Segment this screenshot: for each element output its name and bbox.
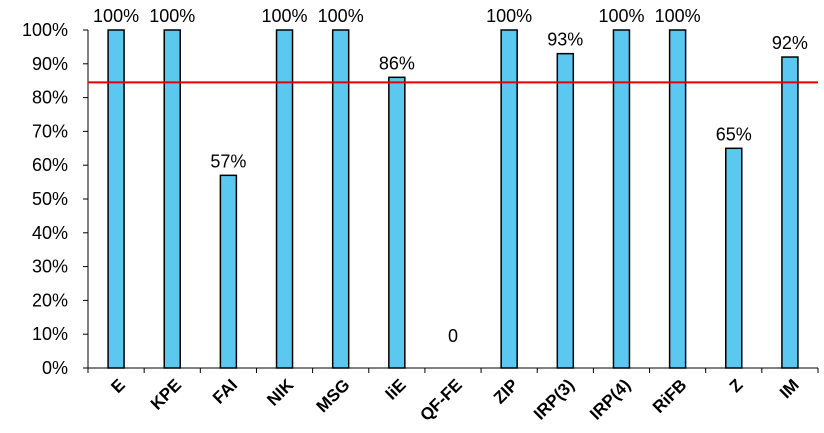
bar-irp4: [612, 29, 631, 369]
y-axis: 0% 10% 20% 30% 40% 50% 60% 70% 80% 90% 100%: [22, 20, 89, 378]
bar-e: [107, 29, 125, 369]
bar-rifb: [668, 29, 687, 369]
data-label: 93%: [547, 30, 583, 50]
data-label: 100%: [93, 6, 139, 26]
x-category-label: NIK: [263, 375, 298, 410]
data-label: 0: [448, 326, 458, 346]
data-label: 65%: [716, 124, 752, 144]
data-label: 100%: [655, 6, 701, 26]
bar-fai: [219, 174, 238, 369]
x-category-label: E: [107, 375, 128, 396]
data-label: 100%: [598, 6, 644, 26]
data-label: 92%: [772, 33, 808, 53]
x-category-label: FAI: [209, 375, 241, 407]
data-label: 100%: [149, 6, 195, 26]
x-category-label: Z: [726, 375, 747, 396]
y-tick-label: 80%: [32, 88, 68, 108]
y-tick-label: 50%: [32, 189, 68, 209]
bars: [107, 29, 799, 369]
bar-kpe: [163, 29, 181, 369]
data-label: 57%: [210, 151, 246, 171]
y-tick-label: 20%: [32, 290, 68, 310]
y-tick-label: 0%: [42, 358, 68, 378]
y-tick-label: 10%: [32, 324, 68, 344]
bar-z: [725, 147, 743, 369]
x-category-label: IRP(4): [586, 375, 634, 423]
y-tick-label: 60%: [32, 155, 68, 175]
y-tick-label: 90%: [32, 54, 68, 74]
data-label: 100%: [318, 6, 364, 26]
bar-irp3: [556, 52, 575, 369]
bar-iie: [388, 76, 406, 369]
x-category-label: IM: [776, 375, 803, 402]
x-category-label: ZIP: [490, 375, 522, 407]
y-tick-label: 100%: [22, 20, 68, 40]
x-category-label: RiFB: [649, 375, 690, 416]
x-axis: E KPE FAI NIK MSG IiE QF-FE ZIP IRP(3) IRP(4) RiFB…: [87, 367, 819, 425]
data-label: 86%: [379, 53, 415, 73]
y-tick-label: 70%: [32, 121, 68, 141]
bar-im: [781, 56, 799, 369]
y-tick-label: 30%: [32, 257, 68, 277]
x-category-label: KPE: [147, 375, 185, 413]
bar-nik: [275, 29, 294, 369]
x-category-label: MSG: [313, 375, 354, 416]
x-category-label: IRP(3): [530, 375, 578, 423]
bar-msg: [331, 29, 350, 369]
y-tick-label: 40%: [32, 223, 68, 243]
data-label: 100%: [486, 6, 532, 26]
x-category-label: QF-FE: [416, 375, 465, 424]
data-label: 100%: [262, 6, 308, 26]
bar-zip: [500, 29, 518, 369]
x-category-label: IiE: [382, 375, 410, 403]
data-labels: 100% 100% 57% 100% 100% 86% 0 100% 93% 100% 100% 65…: [93, 6, 808, 346]
